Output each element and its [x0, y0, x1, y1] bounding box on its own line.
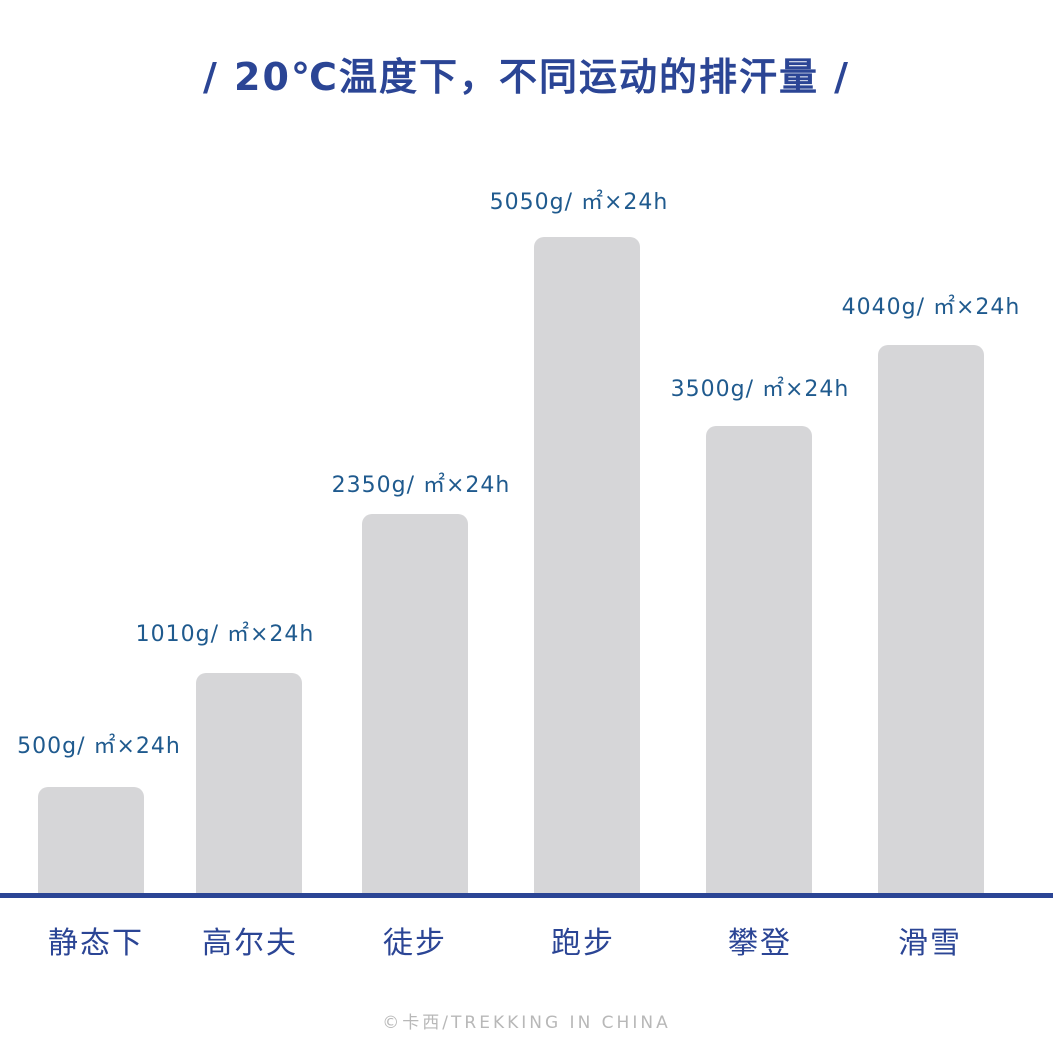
value-label-golf: 1010g/ ㎡×24h	[135, 622, 315, 647]
chart-title: / 20℃温度下，不同运动的排汗量 /	[202, 55, 851, 99]
bar-static	[38, 787, 144, 893]
value-label-skiing: 4040g/ ㎡×24h	[841, 295, 1021, 320]
value-label-running: 5050g/ ㎡×24h	[489, 190, 669, 215]
bar-running	[534, 237, 640, 893]
category-golf: 高尔夫	[202, 926, 298, 961]
copyright-credit: ©卡西/TREKKING IN CHINA	[382, 1013, 671, 1033]
bar-golf	[196, 673, 302, 893]
bar-skiing	[878, 345, 984, 893]
bar-climbing	[706, 426, 812, 893]
x-axis-line	[0, 893, 1053, 898]
bar-hiking	[362, 514, 468, 893]
category-climbing: 攀登	[728, 926, 792, 961]
value-label-static: 500g/ ㎡×24h	[17, 734, 181, 759]
category-hiking: 徒步	[383, 926, 447, 961]
value-label-climbing: 3500g/ ㎡×24h	[670, 377, 850, 402]
category-running: 跑步	[551, 926, 615, 961]
category-skiing: 滑雪	[898, 926, 962, 961]
value-label-hiking: 2350g/ ㎡×24h	[331, 473, 511, 498]
category-static: 静态下	[48, 926, 144, 961]
